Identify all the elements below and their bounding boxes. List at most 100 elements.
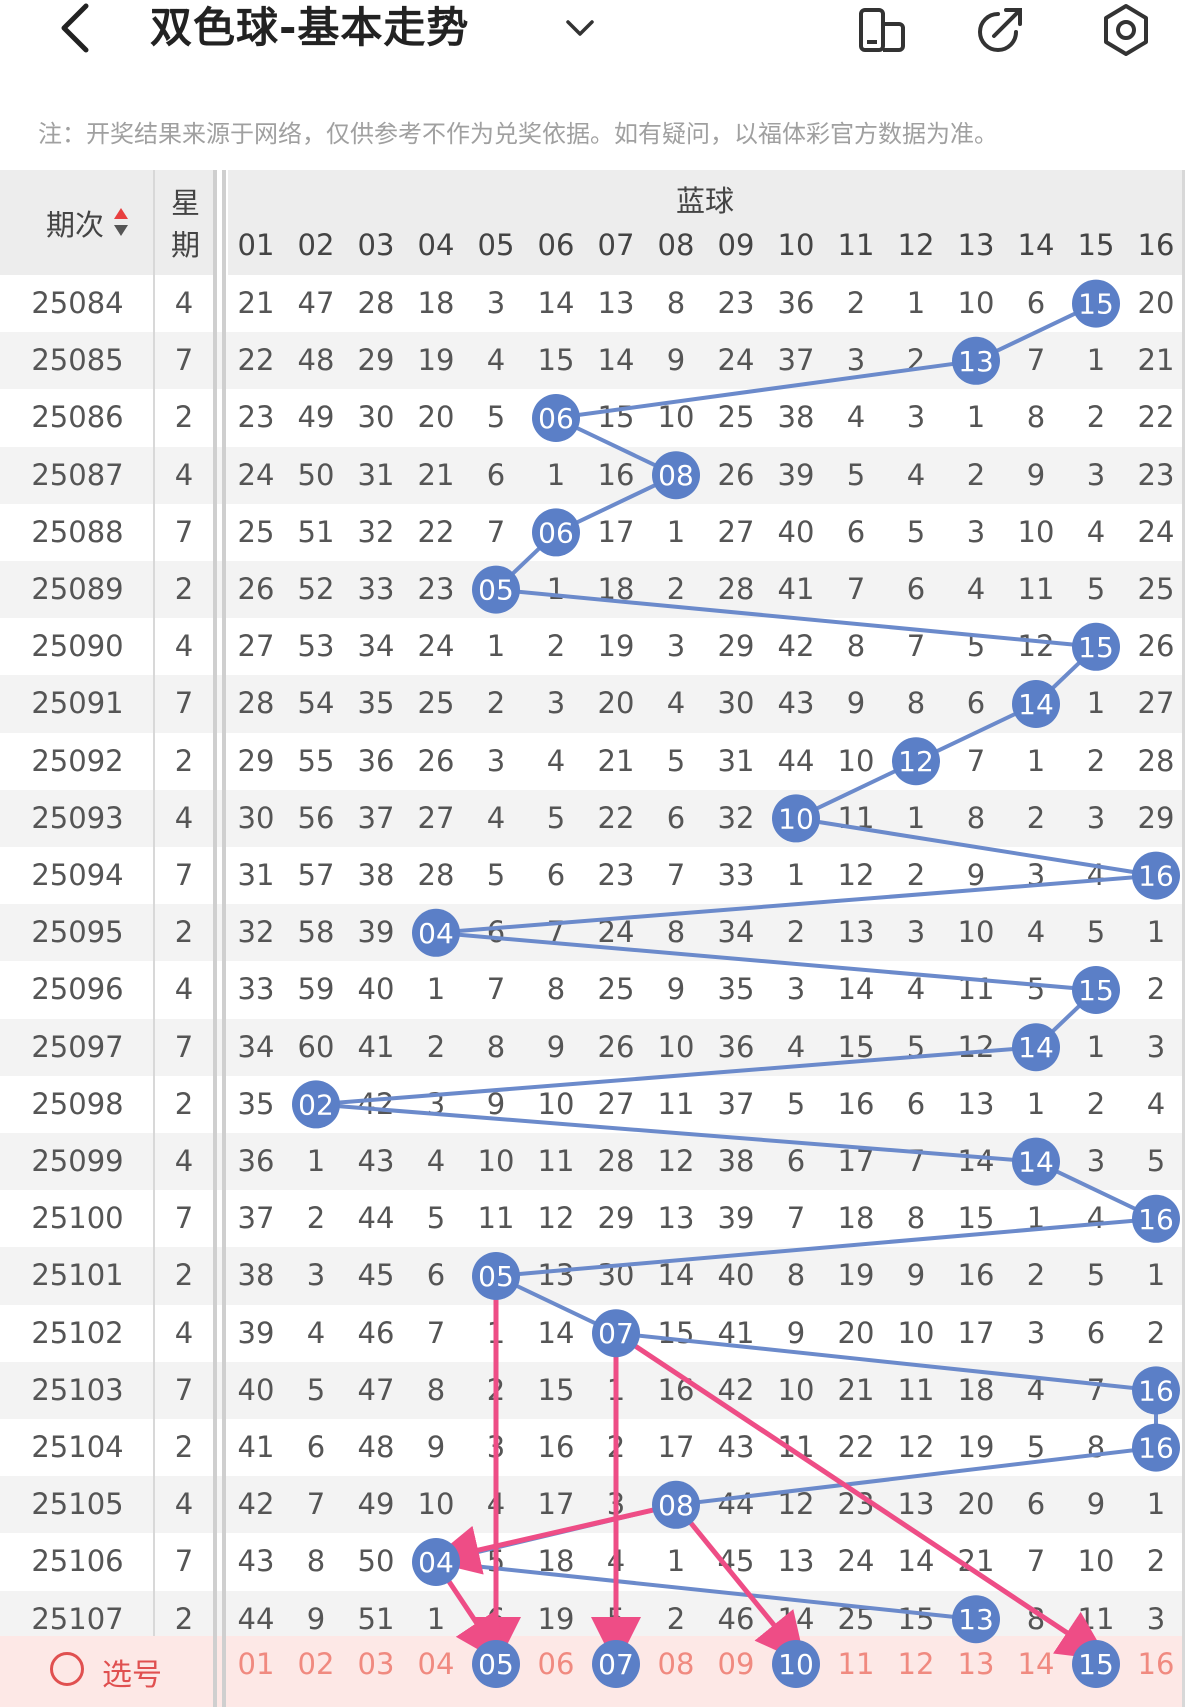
miss-count-cell: 31 bbox=[237, 858, 275, 892]
issue-cell: 25084 bbox=[31, 286, 124, 320]
miss-count-cell: 12 bbox=[837, 858, 875, 892]
pick-number-option[interactable]: 12 bbox=[897, 1647, 935, 1681]
blue-number-header: 14 bbox=[1017, 228, 1055, 262]
miss-count-cell: 2 bbox=[1086, 743, 1106, 778]
miss-count-cell: 17 bbox=[957, 1315, 995, 1350]
miss-count-cell: 20 bbox=[957, 1487, 995, 1522]
pick-radio[interactable] bbox=[50, 1652, 84, 1686]
miss-count-cell: 20 bbox=[417, 400, 455, 435]
miss-count-cell: 29 bbox=[237, 743, 275, 778]
miss-count-cell: 3 bbox=[486, 286, 506, 320]
chevron-down-icon[interactable] bbox=[560, 8, 600, 48]
miss-count-cell: 16 bbox=[837, 1086, 875, 1121]
share-icon[interactable] bbox=[972, 2, 1028, 58]
miss-count-cell: 4 bbox=[306, 1315, 326, 1350]
pick-number-option[interactable]: 04 bbox=[417, 1647, 455, 1681]
miss-count-cell: 46 bbox=[357, 1315, 395, 1350]
miss-count-cell: 35 bbox=[357, 686, 395, 721]
pick-number-option[interactable]: 06 bbox=[537, 1647, 575, 1681]
issue-cell: 25095 bbox=[31, 915, 124, 950]
miss-count-cell: 12 bbox=[657, 1144, 695, 1178]
miss-count-cell: 5 bbox=[1086, 915, 1106, 950]
miss-count-cell: 1 bbox=[1026, 1086, 1046, 1121]
miss-count-cell: 1 bbox=[1146, 1487, 1166, 1522]
miss-count-cell: 2 bbox=[1026, 1258, 1046, 1293]
miss-count-cell: 4 bbox=[906, 972, 926, 1007]
miss-count-cell: 10 bbox=[777, 1372, 815, 1407]
pick-number-option[interactable]: 16 bbox=[1137, 1647, 1175, 1681]
miss-count-cell: 2 bbox=[426, 1029, 446, 1064]
miss-count-cell: 19 bbox=[597, 629, 635, 664]
week-cell: 2 bbox=[174, 572, 194, 606]
miss-count-cell: 2 bbox=[1086, 400, 1106, 435]
page-title: 双色球-基本走势 bbox=[150, 3, 470, 52]
miss-count-cell: 42 bbox=[777, 629, 815, 664]
miss-count-cell: 44 bbox=[357, 1201, 395, 1236]
layout-switch-icon[interactable] bbox=[855, 2, 911, 58]
miss-count-cell: 38 bbox=[357, 858, 395, 892]
week-cell: 2 bbox=[174, 1601, 194, 1636]
miss-count-cell: 6 bbox=[1026, 286, 1046, 320]
pick-label[interactable]: 选号 bbox=[102, 1658, 162, 1693]
issue-header-label: 期次 bbox=[46, 208, 105, 242]
miss-count-cell: 28 bbox=[417, 858, 455, 892]
back-arrow-icon[interactable] bbox=[50, 0, 110, 60]
miss-count-cell: 38 bbox=[777, 400, 815, 435]
pick-number-option[interactable]: 09 bbox=[717, 1647, 755, 1681]
miss-count-cell: 48 bbox=[357, 1430, 395, 1464]
issue-cell: 25091 bbox=[31, 686, 124, 721]
miss-count-cell: 3 bbox=[906, 400, 926, 435]
week-cell: 2 bbox=[174, 743, 194, 778]
miss-count-cell: 9 bbox=[1086, 1487, 1106, 1522]
miss-count-cell: 7 bbox=[966, 743, 986, 778]
miss-count-cell: 15 bbox=[597, 400, 635, 435]
miss-count-cell: 37 bbox=[357, 800, 395, 835]
settings-icon[interactable] bbox=[1098, 2, 1154, 58]
week-cell: 7 bbox=[174, 686, 194, 721]
week-cell: 4 bbox=[174, 629, 194, 664]
miss-count-cell: 20 bbox=[597, 686, 635, 721]
miss-count-cell: 3 bbox=[606, 1487, 626, 1522]
pick-number-option[interactable]: 01 bbox=[237, 1647, 275, 1681]
miss-count-cell: 5 bbox=[306, 1372, 326, 1407]
pick-number-option[interactable]: 08 bbox=[657, 1647, 695, 1681]
miss-count-cell: 25 bbox=[717, 400, 755, 435]
table-row: 25097 7 34 60 41 2 8 9 26 10 36 4 15 5 12 1 3 bbox=[0, 1018, 1182, 1076]
miss-count-cell: 14 bbox=[897, 1544, 935, 1579]
miss-count-cell: 23 bbox=[417, 572, 455, 606]
miss-count-cell: 5 bbox=[1086, 1258, 1106, 1293]
issue-column-header[interactable]: 期次 bbox=[0, 170, 155, 275]
pick-number-option[interactable]: 13 bbox=[957, 1647, 995, 1681]
pick-number-option[interactable]: 14 bbox=[1017, 1647, 1055, 1681]
miss-count-cell: 1 bbox=[1086, 1029, 1106, 1064]
table-row: 25088 7 25 51 32 22 7 17 1 27 40 6 5 3 10 4 24 bbox=[0, 504, 1182, 561]
miss-count-cell: 44 bbox=[777, 743, 815, 778]
week-cell: 4 bbox=[174, 972, 194, 1007]
miss-count-cell: 3 bbox=[306, 1258, 326, 1293]
miss-count-cell: 1 bbox=[486, 629, 506, 664]
miss-count-cell: 2 bbox=[606, 1430, 626, 1464]
miss-count-cell: 3 bbox=[846, 343, 866, 378]
pick-number-option[interactable]: 03 bbox=[357, 1647, 395, 1681]
miss-count-cell: 1 bbox=[1026, 1201, 1046, 1236]
miss-count-cell: 42 bbox=[717, 1372, 755, 1407]
miss-count-cell: 2 bbox=[1026, 800, 1046, 835]
table-row: 25087 4 24 50 31 21 6 1 16 26 39 5 4 2 9 3 23 bbox=[0, 446, 1182, 504]
miss-count-cell: 17 bbox=[537, 1487, 575, 1522]
miss-count-cell: 42 bbox=[357, 1086, 395, 1121]
miss-count-cell: 12 bbox=[1017, 629, 1055, 664]
miss-count-cell: 7 bbox=[846, 572, 866, 606]
miss-count-cell: 27 bbox=[1137, 686, 1175, 721]
miss-count-cell: 39 bbox=[237, 1315, 275, 1350]
miss-count-cell: 35 bbox=[237, 1086, 275, 1121]
miss-count-cell: 42 bbox=[237, 1487, 275, 1522]
miss-count-cell: 4 bbox=[486, 800, 506, 835]
miss-count-cell: 4 bbox=[786, 1029, 806, 1064]
miss-count-cell: 7 bbox=[786, 1201, 806, 1236]
pick-number-option[interactable]: 11 bbox=[837, 1647, 875, 1681]
miss-count-cell: 41 bbox=[237, 1430, 275, 1464]
pick-number-option[interactable]: 02 bbox=[297, 1647, 335, 1681]
sort-icon[interactable] bbox=[113, 206, 129, 238]
miss-count-cell: 33 bbox=[717, 858, 755, 892]
miss-count-cell: 43 bbox=[717, 1430, 755, 1464]
